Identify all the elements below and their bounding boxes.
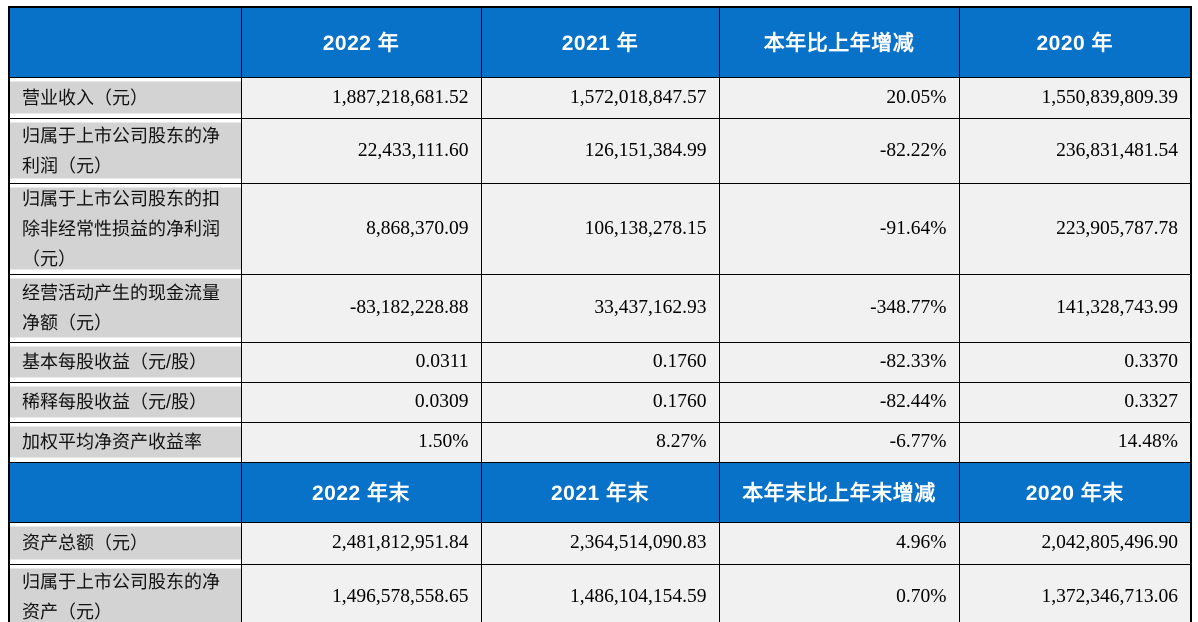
value-2020: 223,905,787.78 — [958, 182, 1192, 275]
table-row-revenue: 营业收入（元） 1,887,218,681.52 1,572,018,847.5… — [8, 76, 1192, 119]
value-2021: 126,151,384.99 — [480, 117, 720, 184]
value-2021: 33,437,162.93 — [480, 273, 720, 343]
row-label: 归属于上市公司股东的净资产（元） — [8, 563, 242, 622]
value-2020: 0.3327 — [958, 381, 1192, 423]
table-row-total-assets: 资产总额（元） 2,481,812,951.84 2,364,514,090.8… — [8, 521, 1192, 565]
value-2020: 0.3370 — [958, 341, 1192, 383]
header-row-annual: 2022 年 2021 年 本年比上年增减 2020 年 — [8, 6, 1192, 78]
value-2022: 0.0311 — [240, 341, 482, 383]
table-row-deducted-net-profit: 归属于上市公司股东的扣除非经常性损益的净利润（元） 8,868,370.09 1… — [8, 182, 1192, 275]
header-row-end-of-year: 2022 年末 2021 年末 本年末比上年末增减 2020 年末 — [8, 461, 1192, 523]
header-col-2021-eoy: 2021 年末 — [480, 461, 720, 523]
table-row-basic-eps: 基本每股收益（元/股） 0.0311 0.1760 -82.33% 0.3370 — [8, 341, 1192, 383]
value-2020: 141,328,743.99 — [958, 273, 1192, 343]
value-2022: 1.50% — [240, 421, 482, 463]
header-col-2020-eoy: 2020 年末 — [958, 461, 1192, 523]
financial-summary-table: 2022 年 2021 年 本年比上年增减 2020 年 营业收入（元） 1,8… — [8, 6, 1192, 622]
value-2020: 1,372,346,713.06 — [958, 563, 1192, 622]
row-label: 加权平均净资产收益率 — [8, 421, 242, 463]
value-change: 0.70% — [718, 563, 960, 622]
row-label: 归属于上市公司股东的扣除非经常性损益的净利润（元） — [8, 182, 242, 275]
value-2021: 0.1760 — [480, 381, 720, 423]
value-change: -91.64% — [718, 182, 960, 275]
value-2021: 1,572,018,847.57 — [480, 76, 720, 119]
value-change: -82.44% — [718, 381, 960, 423]
value-2021: 0.1760 — [480, 341, 720, 383]
value-change: 4.96% — [718, 521, 960, 565]
header-col-2020: 2020 年 — [958, 6, 1192, 78]
value-2022: 8,868,370.09 — [240, 182, 482, 275]
row-label: 经营活动产生的现金流量净额（元） — [8, 273, 242, 343]
value-2020: 14.48% — [958, 421, 1192, 463]
value-2021: 1,486,104,154.59 — [480, 563, 720, 622]
header-empty-cell — [8, 461, 242, 523]
table-row-operating-cash-flow: 经营活动产生的现金流量净额（元） -83,182,228.88 33,437,1… — [8, 273, 1192, 343]
value-change: -348.77% — [718, 273, 960, 343]
value-2022: -83,182,228.88 — [240, 273, 482, 343]
row-label: 稀释每股收益（元/股） — [8, 381, 242, 423]
value-2020: 236,831,481.54 — [958, 117, 1192, 184]
row-label: 资产总额（元） — [8, 521, 242, 565]
header-col-change-eoy: 本年末比上年末增减 — [718, 461, 960, 523]
value-2022: 1,496,578,558.65 — [240, 563, 482, 622]
header-col-2022: 2022 年 — [240, 6, 482, 78]
table-row-net-profit: 归属于上市公司股东的净利润（元） 22,433,111.60 126,151,3… — [8, 117, 1192, 184]
table-row-diluted-eps: 稀释每股收益（元/股） 0.0309 0.1760 -82.44% 0.3327 — [8, 381, 1192, 423]
value-2022: 1,887,218,681.52 — [240, 76, 482, 119]
value-change: -6.77% — [718, 421, 960, 463]
value-change: 20.05% — [718, 76, 960, 119]
table-row-weighted-roe: 加权平均净资产收益率 1.50% 8.27% -6.77% 14.48% — [8, 421, 1192, 463]
row-label: 基本每股收益（元/股） — [8, 341, 242, 383]
row-label: 营业收入（元） — [8, 76, 242, 119]
value-change: -82.33% — [718, 341, 960, 383]
value-2021: 106,138,278.15 — [480, 182, 720, 275]
header-col-2022-eoy: 2022 年末 — [240, 461, 482, 523]
value-2021: 2,364,514,090.83 — [480, 521, 720, 565]
table-row-net-assets: 归属于上市公司股东的净资产（元） 1,496,578,558.65 1,486,… — [8, 563, 1192, 622]
value-2020: 2,042,805,496.90 — [958, 521, 1192, 565]
value-2022: 0.0309 — [240, 381, 482, 423]
value-2020: 1,550,839,809.39 — [958, 76, 1192, 119]
header-empty-cell — [8, 6, 242, 78]
value-2021: 8.27% — [480, 421, 720, 463]
value-2022: 2,481,812,951.84 — [240, 521, 482, 565]
value-change: -82.22% — [718, 117, 960, 184]
value-2022: 22,433,111.60 — [240, 117, 482, 184]
header-col-2021: 2021 年 — [480, 6, 720, 78]
row-label: 归属于上市公司股东的净利润（元） — [8, 117, 242, 184]
header-col-change: 本年比上年增减 — [718, 6, 960, 78]
